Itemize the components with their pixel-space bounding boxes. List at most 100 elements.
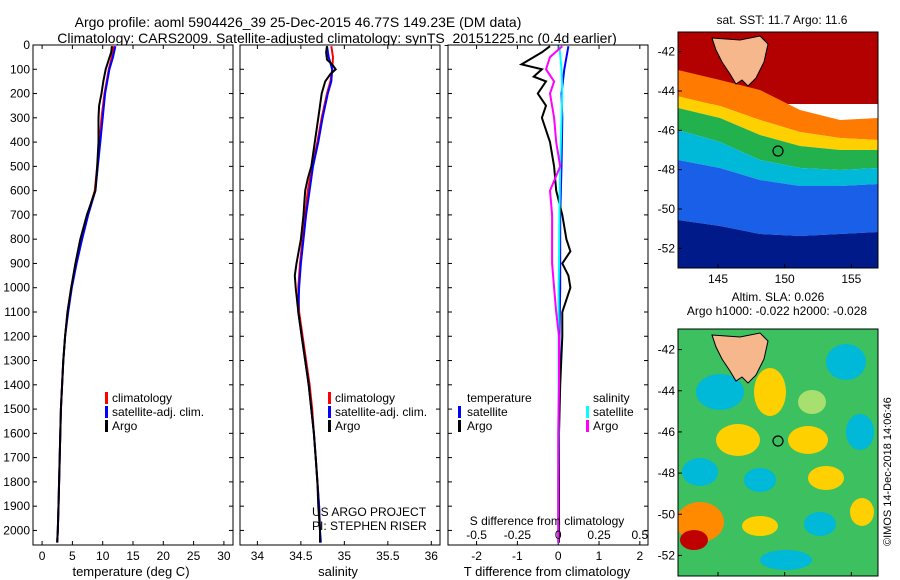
series-argo (293, 46, 338, 543)
depth-tick-label: 1900 (3, 499, 30, 513)
depth-tick-label: 1400 (3, 378, 30, 392)
sla-anomaly (826, 344, 866, 380)
legend-header-salinity: salinity (593, 391, 630, 405)
depth-tick-label: 400 (10, 135, 30, 149)
x-tick-label: 20 (157, 549, 171, 563)
legend-label-argo: Argo (112, 419, 138, 433)
sla-anomaly (798, 390, 826, 414)
map-lat-tick-label: -42 (658, 45, 676, 59)
map-lat-tick-label: -46 (658, 123, 676, 137)
sla-anomaly (850, 498, 874, 526)
depth-tick-label: 1300 (3, 354, 30, 368)
depth-tick-label: 100 (10, 62, 30, 76)
legend-label-satellite: satellite-adj. clim. (112, 405, 204, 419)
sla-anomaly (846, 414, 874, 450)
legend-label-satellite: satellite-adj. clim. (335, 405, 427, 419)
salinity-diff-tick-label: 0.5 (631, 528, 648, 542)
x-tick-label: 1 (596, 549, 603, 563)
x-tick-label: 25 (187, 549, 201, 563)
x-tick-label: 0 (39, 549, 46, 563)
salinity-x-label: salinity (318, 564, 358, 579)
sst-map: sat. SST: 11.7 Argo: 11.6 145 150 155 -42 -4… (658, 13, 879, 286)
x-tick-label: 15 (126, 549, 140, 563)
map-lon-tick-label: 145 (708, 272, 728, 286)
map-lon-tick-label: 150 (775, 272, 795, 286)
legend-swatch-argo (328, 420, 331, 432)
legend-label-salinity-satellite: satellite (593, 405, 634, 419)
legend-label-climatology: climatology (335, 391, 395, 405)
difference-x-ticks: -2 -1 0 1 2 (471, 45, 643, 563)
legend-header-temperature: temperature (467, 391, 532, 405)
depth-tick-label: 1200 (3, 329, 30, 343)
x-tick-label: 0 (555, 549, 562, 563)
legend-swatch-temperature-argo (458, 420, 461, 432)
map-lat-tick-label: -50 (658, 202, 676, 216)
series-argo (56, 46, 113, 543)
sla-map-frame (677, 328, 879, 577)
series-salinity-argo (544, 45, 563, 543)
sst-map-ticks: 145 150 155 -42 -44 -46 -48 -50 -52 (658, 45, 862, 286)
map-lat-tick-label: -46 (658, 425, 676, 439)
depth-tick-label: 0 (23, 38, 30, 52)
figure-title-line2: Climatology: CARS2009. Satellite-adjuste… (57, 30, 617, 46)
salinity-series (293, 46, 338, 543)
salinity-legend: climatology satellite-adj. clim. Argo (328, 391, 427, 433)
map-lat-tick-label: -48 (658, 466, 676, 480)
depth-tick-label: 1100 (4, 305, 30, 319)
sla-map-title-line2: Argo h1000: -0.022 h2000: -0.028 (687, 304, 867, 318)
project-credit: US ARGO PROJECT (312, 505, 427, 519)
depth-tick-label: 1800 (3, 475, 30, 489)
map-lat-tick-label: -44 (658, 84, 676, 98)
map-lat-tick-label: -52 (658, 548, 676, 562)
sla-anomaly (788, 426, 828, 454)
imos-watermark: ©IMOS 14-Dec-2018 14:06:46 (882, 397, 894, 546)
sst-band-yellow (678, 96, 878, 150)
salinity-plot-frame (239, 44, 441, 546)
difference-panel: -2 -1 0 1 2 T difference from climatology S … (447, 44, 649, 579)
depth-tick-label: 1700 (3, 451, 30, 465)
figure-title-line1: Argo profile: aoml 5904426_39 25-Dec-201… (75, 14, 522, 30)
x-tick-label: 34 (251, 549, 265, 563)
legend-swatch-satellite (105, 406, 108, 418)
sla-anomaly (696, 374, 744, 410)
temperature-series (56, 45, 117, 543)
sst-band-orange (678, 70, 878, 140)
legend-label-salinity-argo: Argo (593, 419, 619, 433)
salinity-diff-tick-label: -0.25 (504, 528, 532, 542)
legend-swatch-satellite (328, 406, 331, 418)
depth-tick-label: 1600 (3, 426, 30, 440)
x-tick-label: 5 (69, 549, 76, 563)
x-tick-label: 36 (425, 549, 439, 563)
depth-tick-label: 300 (10, 111, 30, 125)
temperature-x-label: temperature (deg C) (72, 564, 189, 579)
difference-plot-frame (447, 44, 649, 546)
sst-band-green (678, 108, 878, 170)
legend-label-climatology: climatology (112, 391, 172, 405)
sst-band-cyan (678, 130, 878, 186)
salinity-x-ticks: 34 34.5 35 35.5 36 (251, 45, 439, 563)
sst-band-dark-blue (678, 220, 878, 268)
map-lat-tick-label: -48 (658, 163, 676, 177)
depth-tick-label: 1500 (3, 402, 30, 416)
map-lat-tick-label: -50 (658, 507, 676, 521)
legend-label-temperature-argo: Argo (467, 419, 493, 433)
x-tick-label: 30 (217, 549, 231, 563)
sla-anomaly (716, 424, 760, 456)
tasmania-landmass (711, 35, 769, 87)
difference-x-label: T difference from climatology (464, 564, 631, 579)
map-lon-tick-label: 155 (841, 272, 861, 286)
depth-tick-label: 1000 (3, 281, 30, 295)
map-lat-tick-label: -44 (658, 384, 676, 398)
sst-map-title: sat. SST: 11.7 Argo: 11.6 (717, 13, 848, 27)
legend-swatch-salinity-satellite (586, 406, 589, 418)
salinity-diff-tick-label: -0.5 (466, 528, 487, 542)
sla-anomaly (754, 368, 786, 416)
depth-tick-label: 200 (10, 87, 30, 101)
legend-label-argo: Argo (335, 419, 361, 433)
legend-swatch-climatology (105, 392, 108, 404)
temperature-panel: 0 5 10 15 20 25 30 0 100 200 300 400 500 600 700 800 90… (3, 38, 234, 579)
x-tick-label: 2 (636, 549, 643, 563)
salinity-difference-tick-labels: -0.5 -0.25 0 0.25 0.5 (466, 528, 648, 542)
map-lat-tick-label: -42 (658, 343, 676, 357)
